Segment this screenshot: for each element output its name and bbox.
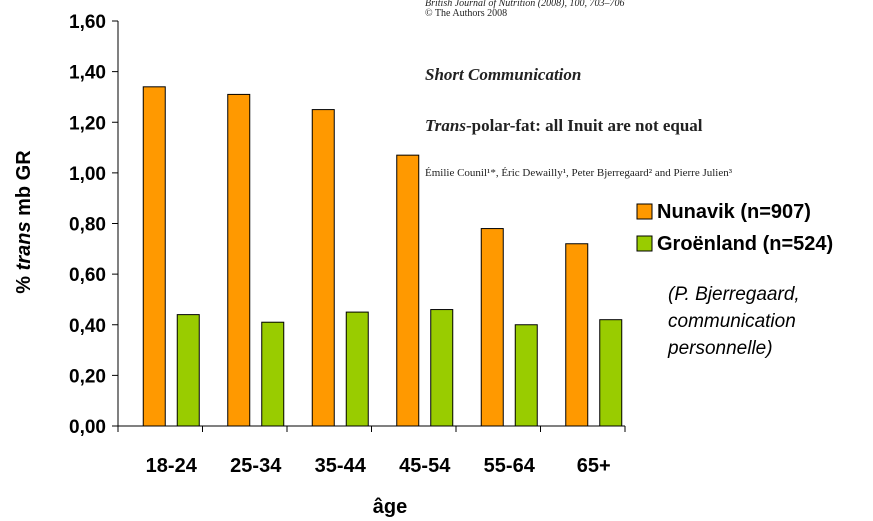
legend: Nunavik (n=907) Groënland (n=524) [636, 201, 833, 255]
source-note: (P. Bjerregaard, communication personnel… [667, 284, 800, 359]
y-axis-title-suffix: mb GR [13, 150, 35, 222]
bars [142, 86, 623, 427]
y-axis-title: % trans mb GR [13, 150, 35, 294]
copyright-line: © The Authors 2008 [425, 8, 507, 19]
bar-nunavik-45-54 [396, 154, 420, 427]
y-ticks: 0,00 0,20 0,40 0,60 0,80 1,00 1,20 1,40 1,60 [69, 12, 118, 438]
y-tick-label: 1,60 [69, 12, 106, 33]
x-tick-label: 45-54 [399, 455, 451, 477]
paper-title-rest: -polar-fat: all Inuit are not equal [466, 116, 703, 135]
x-tick-label: 55-64 [484, 455, 536, 477]
bar-groenland-55-64 [514, 324, 538, 427]
paper-overlay: British Journal of Nutrition (2008), 100… [425, 0, 733, 179]
y-tick-label: 1,40 [69, 63, 106, 84]
x-axis-title: âge [373, 496, 407, 518]
bar-nunavik-65+ [565, 243, 589, 427]
paper-heading: Short Communication [425, 65, 581, 84]
bar-groenland-35-44 [345, 311, 369, 427]
x-tick-label: 18-24 [146, 455, 198, 477]
legend-swatch-nunavik [636, 203, 653, 220]
paper-authors: Émilie Counil¹*, Éric Dewailly¹, Peter B… [425, 167, 733, 179]
y-axis-title-prefix: % [13, 270, 35, 293]
note-line-1: (P. Bjerregaard, [668, 284, 800, 305]
x-tick-label: 35-44 [315, 455, 367, 477]
y-tick-label: 0,40 [69, 316, 106, 337]
bar-nunavik-35-44 [311, 109, 335, 427]
y-axis-title-italic: trans [13, 221, 35, 270]
paper-title: Trans-polar-fat: all Inuit are not equal [425, 116, 703, 135]
y-tick-label: 1,20 [69, 113, 106, 134]
y-tick-label: 0,60 [69, 265, 106, 286]
y-tick-label: 0,00 [69, 417, 106, 438]
legend-label-groenland: Groënland (n=524) [657, 233, 833, 255]
legend-label-nunavik: Nunavik (n=907) [657, 201, 811, 223]
x-ticks [117, 426, 626, 432]
category-labels: 18-24 25-34 35-44 45-54 55-64 65+ [146, 455, 611, 477]
note-line-2: communication [668, 311, 796, 332]
x-tick-label: 65+ [577, 455, 611, 477]
y-tick-label: 1,00 [69, 164, 106, 185]
bar-groenland-18-24 [176, 314, 200, 427]
x-tick-label: 25-34 [230, 455, 282, 477]
note-line-3: personnelle) [667, 338, 773, 359]
y-tick-label: 0,80 [69, 215, 106, 236]
journal-line: British Journal of Nutrition (2008), 100… [425, 0, 624, 9]
y-tick-label: 0,20 [69, 366, 106, 387]
bar-nunavik-18-24 [142, 86, 166, 427]
bar-nunavik-55-64 [480, 228, 504, 427]
bar-groenland-25-34 [261, 321, 285, 427]
paper-title-italic: Trans [425, 116, 466, 135]
legend-swatch-groenland [636, 235, 653, 252]
bar-groenland-65+ [599, 319, 623, 427]
bar-groenland-45-54 [430, 309, 454, 427]
bar-nunavik-25-34 [227, 93, 251, 427]
